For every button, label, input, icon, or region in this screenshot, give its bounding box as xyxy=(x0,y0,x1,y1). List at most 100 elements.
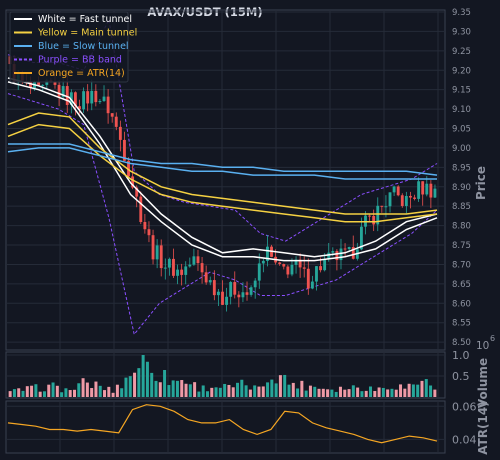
volume-scale-base: 10 xyxy=(476,340,489,352)
volume-bars xyxy=(8,355,437,397)
candle-body xyxy=(45,80,49,85)
volume-bar xyxy=(291,382,295,397)
candle-body xyxy=(155,245,159,260)
bb-upper-line xyxy=(7,18,438,242)
candle-body xyxy=(102,96,106,102)
candle-body xyxy=(65,86,69,105)
price-tick-label: 9.15 xyxy=(452,86,471,96)
volume-bar xyxy=(236,382,240,397)
slow-tunnel-upper-line xyxy=(8,143,438,176)
candle-body xyxy=(241,292,245,298)
volume-bar xyxy=(81,378,85,397)
volume-bar xyxy=(90,388,94,397)
candle-body xyxy=(69,92,73,105)
candle-body xyxy=(127,160,130,177)
candle-body xyxy=(253,280,257,288)
candle-body xyxy=(327,252,331,260)
tunnels xyxy=(7,77,438,262)
candle-body xyxy=(143,221,147,230)
legend-label: Yellow = Main tunnel xyxy=(37,28,137,39)
candle-body xyxy=(98,101,102,103)
price-tick-label: 8.75 xyxy=(452,241,471,251)
candle-body xyxy=(413,197,416,199)
price-tick-label: 9.00 xyxy=(452,144,471,154)
candle-body xyxy=(266,246,269,261)
main-tunnel-upper-line xyxy=(7,112,438,215)
volume-bar xyxy=(386,389,390,397)
volume-bar xyxy=(38,391,42,397)
legend-label: White = Fast tunnel xyxy=(38,14,132,25)
candle-body xyxy=(421,181,425,195)
candle-body xyxy=(192,256,196,265)
candle-body xyxy=(196,256,200,264)
candle-body xyxy=(343,248,347,250)
volume-bar xyxy=(240,379,244,397)
candle-body xyxy=(245,292,249,295)
candle-body xyxy=(249,287,253,295)
candle-body xyxy=(225,296,229,305)
volume-bar xyxy=(72,389,76,397)
candle-body xyxy=(73,92,77,107)
price-tick-label: 8.85 xyxy=(452,202,471,212)
volume-bar xyxy=(98,385,102,397)
price-tick-label: 8.60 xyxy=(452,299,471,309)
price-tick-label: 8.80 xyxy=(452,222,471,232)
volume-bar xyxy=(68,390,72,397)
candle-body xyxy=(176,269,179,276)
main-tunnel-lower-line xyxy=(7,123,438,223)
volume-bar xyxy=(154,380,158,397)
candle-body xyxy=(61,86,65,97)
legend-label: Purple = BB band xyxy=(38,55,122,66)
candle-body xyxy=(180,269,184,275)
price-tick-label: 9.10 xyxy=(452,105,471,115)
candle-body xyxy=(368,215,372,217)
volume-bar xyxy=(227,384,231,397)
volume-bar xyxy=(218,387,222,397)
candle-body xyxy=(37,82,41,86)
candle-body xyxy=(188,264,192,267)
volume-bar xyxy=(433,389,437,397)
volume-axis-label: Volume xyxy=(476,358,490,408)
candle-body xyxy=(184,266,188,275)
volume-bar xyxy=(270,379,274,397)
price-panel-frame xyxy=(5,9,446,351)
candle-body xyxy=(335,251,339,261)
volume-bar xyxy=(274,383,278,397)
volume-bar xyxy=(124,377,128,397)
candle-body xyxy=(147,229,151,236)
volume-bar xyxy=(356,387,360,397)
price-axis-label: Price xyxy=(474,166,488,200)
candle-body xyxy=(221,291,224,305)
volume-bar xyxy=(133,372,137,397)
candle-body xyxy=(425,183,429,195)
volume-bar xyxy=(381,387,385,397)
candle-body xyxy=(433,188,437,198)
price-axis-ticks: 8.50 8.55 8.60 8.65 8.70 8.75 8.80 8.85 8.90 8.95… xyxy=(452,8,471,348)
price-tick-label: 8.50 xyxy=(452,338,471,348)
candle-body xyxy=(94,90,98,103)
volume-bar xyxy=(94,381,98,397)
bb-lower-line xyxy=(7,93,438,336)
candle-body xyxy=(315,266,318,282)
candle-body xyxy=(319,266,322,271)
volume-bar xyxy=(420,380,424,397)
candle-body xyxy=(151,235,155,260)
candle-body xyxy=(396,186,400,196)
candle-body xyxy=(351,247,355,259)
candle-body xyxy=(323,259,327,271)
volume-bar xyxy=(369,386,373,397)
atr-panel-frame xyxy=(5,400,446,454)
candle-body xyxy=(376,205,380,225)
volume-bar xyxy=(188,384,192,397)
volume-bar xyxy=(304,390,308,397)
volume-bar xyxy=(167,385,171,397)
candle-body xyxy=(159,245,163,269)
volume-bar xyxy=(424,379,428,397)
volume-bar xyxy=(193,382,197,397)
candle-body xyxy=(90,90,94,104)
volume-panel-frame xyxy=(5,351,446,399)
candle-body xyxy=(409,195,412,198)
volume-bar xyxy=(313,386,317,397)
candle-body xyxy=(110,113,114,117)
